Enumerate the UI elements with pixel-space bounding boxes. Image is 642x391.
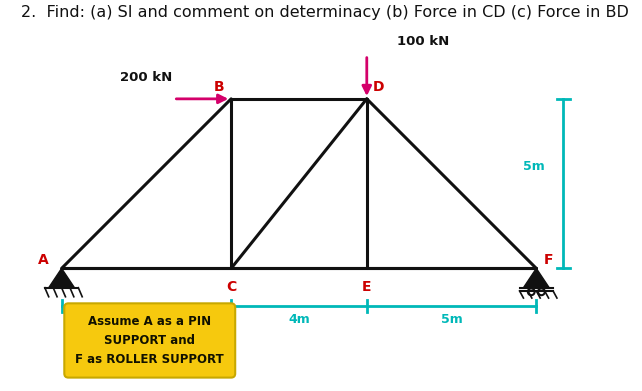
Text: 100 kN: 100 kN <box>397 35 449 48</box>
Polygon shape <box>49 268 74 288</box>
Text: A: A <box>38 253 48 267</box>
Text: 4m: 4m <box>288 314 310 326</box>
Text: F: F <box>543 253 553 267</box>
FancyBboxPatch shape <box>64 303 235 378</box>
Text: B: B <box>214 80 225 94</box>
Text: E: E <box>362 280 372 294</box>
Text: 5m: 5m <box>135 314 157 326</box>
Text: 5m: 5m <box>523 160 545 173</box>
Text: D: D <box>373 80 385 94</box>
Text: 5m: 5m <box>440 314 462 326</box>
Text: Assume A as a PIN
SUPPORT and
F as ROLLER SUPPORT: Assume A as a PIN SUPPORT and F as ROLLE… <box>75 315 224 366</box>
Text: C: C <box>226 280 236 294</box>
Polygon shape <box>523 268 549 288</box>
Text: 2.  Find: (a) SI and comment on determinacy (b) Force in CD (c) Force in BD: 2. Find: (a) SI and comment on determina… <box>21 5 629 20</box>
Text: 200 kN: 200 kN <box>120 71 173 84</box>
